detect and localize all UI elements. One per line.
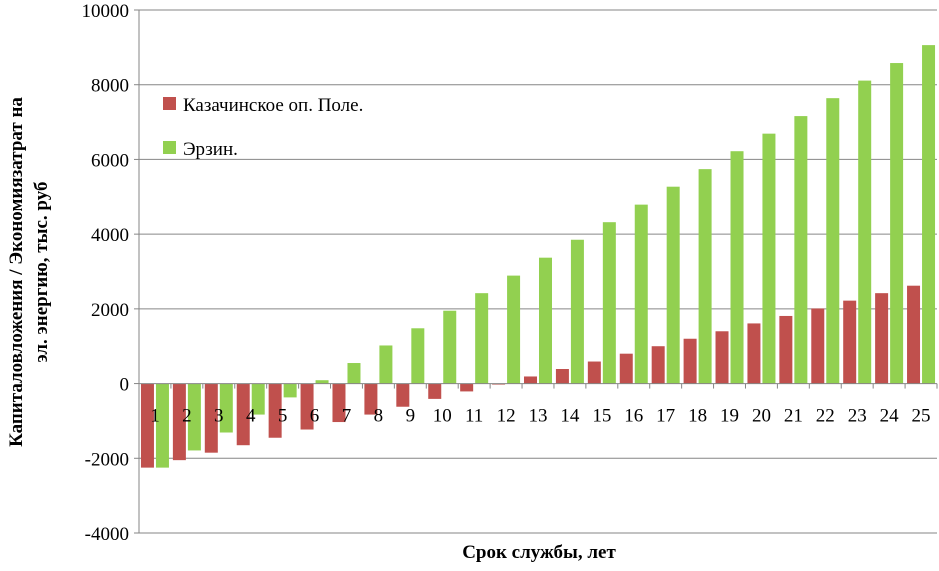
bar-series-1-year-3 (204, 383, 218, 453)
x-tick-label: 21 (784, 406, 803, 427)
y-tick-label: -2000 (85, 449, 129, 470)
bar-series-1-year-10 (428, 383, 442, 399)
y-axis-title: Капиталовложения / Экономиязатрат на эл.… (6, 97, 52, 447)
bar-series-2-year-15 (602, 222, 616, 384)
bar-series-2-year-7 (347, 363, 361, 384)
legend-swatch-erzin (163, 141, 176, 154)
bar-series-1-year-21 (779, 315, 793, 384)
x-tick-label: 23 (848, 406, 867, 427)
x-tick-label: 22 (816, 406, 835, 427)
x-tick-labels: 1 2 3 4 5 6 7 8 9 10 11 12 13 14 15 16 17 18 19 20 21 22 23 24 2… (150, 406, 930, 427)
bar-series-2-year-14 (570, 239, 584, 384)
x-tick-label: 7 (342, 406, 352, 427)
axes (134, 9, 938, 534)
bar-series-2-year-4 (251, 383, 265, 415)
bar-series-2-year-8 (379, 345, 393, 384)
x-tick-label: 18 (688, 406, 707, 427)
bar-series-1-year-24 (875, 293, 889, 384)
x-tick-label: 3 (214, 406, 224, 427)
legend: Казачинское оп. Поле. Эрзин. (163, 95, 363, 160)
bar-series-2-year-12 (507, 275, 521, 384)
x-tick-label: 24 (880, 406, 900, 427)
bar-series-1-year-16 (619, 353, 633, 384)
bar-series-2-year-2 (187, 383, 201, 451)
y-tick-label: -4000 (85, 524, 129, 545)
y-tick-label: 8000 (91, 76, 129, 97)
bar-series-1-year-14 (555, 369, 569, 384)
x-tick-label: 8 (374, 406, 384, 427)
x-tick-label: 6 (310, 406, 320, 427)
bar-series-2-year-10 (443, 310, 457, 384)
x-tick-label: 15 (592, 406, 611, 427)
bar-series-1-year-11 (460, 383, 474, 392)
bar-series-1-year-25 (907, 285, 921, 384)
x-tick-label: 25 (912, 406, 931, 427)
gridlines (139, 9, 937, 534)
bar-series-1-year-5 (268, 383, 282, 438)
y-tick-label: 2000 (91, 300, 129, 321)
bar-series-2-year-16 (634, 204, 648, 384)
x-axis-title: Срок службы, лет (462, 542, 616, 563)
bar-series-1-year-13 (524, 376, 537, 384)
y-tick-label: 10000 (82, 1, 130, 22)
x-tick-label: 20 (752, 406, 771, 427)
bar-series-2-year-19 (730, 151, 744, 384)
y-tick-labels: 10000 8000 6000 4000 2000 0 -2000 -4000 (82, 1, 130, 545)
bar-series-1-year-4 (236, 383, 250, 446)
x-tick-label: 10 (433, 406, 452, 427)
bar-series-2-year-11 (475, 293, 489, 384)
bar-series-2-year-20 (762, 133, 776, 384)
bar-series-2-year-22 (826, 98, 840, 384)
y-tick-label: 6000 (91, 150, 129, 171)
bar-series-1-year-23 (843, 300, 857, 384)
bar-series-2-year-23 (858, 80, 872, 384)
bar-series-1-year-7 (332, 383, 346, 423)
bar-series-2-year-1 (155, 383, 169, 468)
bar-series-2-year-18 (698, 169, 712, 384)
bar-series-2-year-25 (922, 45, 936, 384)
x-tick-label: 13 (529, 406, 548, 427)
legend-swatch-kazachinskoe (163, 97, 176, 110)
y-tick-label: 0 (120, 375, 130, 396)
x-tick-label: 9 (406, 406, 416, 427)
x-tick-label: 14 (560, 406, 580, 427)
x-tick-label: 16 (624, 406, 643, 427)
legend-label-kazachinskoe: Казачинское оп. Поле. (183, 95, 363, 116)
x-tick-label: 5 (278, 406, 288, 427)
x-tick-label: 4 (246, 406, 256, 427)
bar-series-2-year-24 (890, 63, 904, 384)
bar-series-1-year-22 (811, 308, 825, 384)
bar-series-1-year-1 (140, 383, 154, 468)
bar-series-1-year-20 (747, 323, 761, 384)
bar-series-1-year-17 (651, 346, 665, 384)
bar-series-1-year-18 (683, 338, 697, 384)
x-tick-label: 12 (497, 406, 516, 427)
y-tick-label: 4000 (91, 225, 129, 246)
x-tick-label: 2 (182, 406, 192, 427)
y-axis-title-line-1: Капиталовложения / Экономиязатрат на (6, 97, 27, 447)
legend-label-erzin: Эрзин. (183, 139, 238, 160)
bar-series-1-year-15 (587, 361, 601, 384)
bar-series-1-year-8 (364, 383, 378, 415)
x-tick-label: 11 (465, 406, 483, 427)
bar-series-2-year-3 (219, 383, 233, 433)
bar-series-2-year-9 (411, 328, 425, 384)
x-tick-label: 19 (720, 406, 739, 427)
bar-series-1-year-6 (300, 383, 314, 430)
bar-series-2-year-5 (283, 383, 297, 398)
bar-series-1-year-2 (172, 383, 186, 461)
bar-series-2-year-17 (666, 186, 680, 384)
bar-series-1-year-19 (715, 331, 729, 384)
bars (140, 45, 936, 468)
bar-series-2-year-13 (539, 257, 552, 384)
bar-series-2-year-6 (315, 380, 329, 384)
bar-series-1-year-9 (396, 383, 410, 407)
bar-series-2-year-21 (794, 116, 808, 384)
x-tick-label: 1 (150, 406, 160, 427)
y-axis-title-line-2: эл. энергию, тыс. руб (31, 182, 52, 363)
x-tick-label: 17 (656, 406, 675, 427)
